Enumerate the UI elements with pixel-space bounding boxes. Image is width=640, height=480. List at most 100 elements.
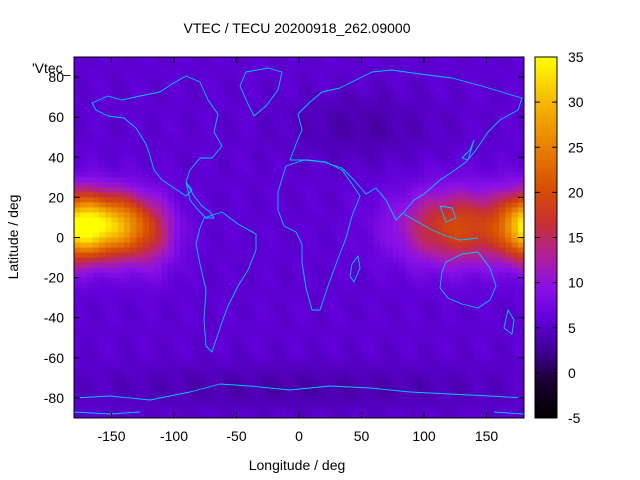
heatmap-cell (399, 77, 406, 83)
heatmap-cell (199, 152, 206, 158)
heatmap-cell (430, 282, 438, 289)
heatmap-cell (274, 167, 281, 173)
heatmap-cell (99, 397, 106, 404)
heatmap-cell (211, 312, 219, 319)
heatmap-cell (380, 82, 388, 88)
heatmap-cell (299, 387, 306, 394)
heatmap-cell (411, 77, 419, 83)
heatmap-cell (461, 247, 469, 254)
heatmap-cell (142, 267, 150, 274)
heatmap-cell (174, 182, 181, 188)
heatmap-cell (292, 352, 300, 359)
heatmap-cell (305, 377, 313, 384)
heatmap-cell (492, 57, 500, 63)
heatmap-cell (230, 367, 238, 374)
heatmap-cell (80, 292, 88, 299)
heatmap-cell (167, 72, 175, 78)
heatmap-cell (74, 257, 81, 264)
heatmap-cell (249, 152, 256, 158)
heatmap-cell (186, 307, 194, 314)
heatmap-cell (392, 287, 400, 294)
heatmap-cell (292, 172, 300, 178)
heatmap-cell (386, 267, 394, 274)
heatmap-cell (442, 247, 450, 254)
heatmap-cell (192, 212, 200, 219)
heatmap-cell (92, 232, 100, 239)
heatmap-cell (436, 277, 444, 284)
heatmap-cell (486, 247, 494, 254)
heatmap-cell (380, 172, 388, 178)
heatmap-cell (224, 237, 231, 244)
heatmap-cell (192, 152, 200, 158)
heatmap-cell (317, 182, 325, 188)
heatmap-cell (230, 277, 238, 284)
heatmap-cell (192, 352, 200, 359)
heatmap-cell (286, 247, 294, 254)
heatmap-cell (411, 352, 419, 359)
heatmap-cell (442, 87, 450, 93)
heatmap-cell (392, 67, 400, 73)
heatmap-cell (92, 352, 100, 359)
heatmap-cell (499, 157, 506, 163)
heatmap-cell (167, 142, 175, 148)
heatmap-cell (342, 217, 350, 224)
heatmap-cell (399, 387, 406, 394)
heatmap-cell (442, 187, 450, 193)
heatmap-cell (380, 357, 388, 364)
heatmap-cell (380, 167, 388, 173)
heatmap-cell (349, 372, 356, 379)
heatmap-cell (349, 332, 356, 339)
heatmap-cell (336, 357, 344, 364)
heatmap-cell (280, 312, 288, 319)
heatmap-cell (105, 202, 113, 209)
heatmap-cell (130, 112, 138, 118)
heatmap-cell (467, 187, 475, 193)
heatmap-cell (424, 177, 431, 183)
heatmap-cell (167, 57, 175, 63)
heatmap-cell (461, 252, 469, 259)
heatmap-cell (111, 62, 119, 68)
heatmap-cell (299, 292, 306, 299)
heatmap-cell (99, 342, 106, 349)
heatmap-cell (242, 182, 250, 188)
heatmap-cell (449, 107, 456, 113)
heatmap-cell (286, 262, 294, 269)
heatmap-cell (136, 252, 144, 259)
heatmap-cell (74, 237, 81, 244)
heatmap-cell (199, 317, 206, 324)
heatmap-cell (180, 247, 188, 254)
heatmap-cell (174, 157, 181, 163)
heatmap-cell (180, 282, 188, 289)
heatmap-cell (186, 172, 194, 178)
heatmap-cell (374, 257, 381, 264)
heatmap-cell (249, 327, 256, 334)
heatmap-cell (492, 392, 500, 399)
heatmap-cell (380, 77, 388, 83)
heatmap-cell (242, 292, 250, 299)
heatmap-cell (455, 142, 463, 148)
heatmap-cell (342, 122, 350, 128)
heatmap-cell (249, 62, 256, 68)
heatmap-cell (305, 147, 313, 153)
heatmap-cell (192, 272, 200, 279)
heatmap-cell (267, 377, 275, 384)
heatmap-cell (342, 207, 350, 214)
heatmap-cell (186, 367, 194, 374)
heatmap-cell (336, 317, 344, 324)
heatmap-cell (461, 192, 469, 198)
heatmap-cell (92, 397, 100, 404)
heatmap-cell (117, 282, 125, 289)
heatmap-cell (224, 282, 231, 289)
heatmap-cell (130, 147, 138, 153)
heatmap-cell (417, 127, 425, 133)
heatmap-cell (286, 167, 294, 173)
heatmap-cell (424, 57, 431, 63)
heatmap-cell (80, 312, 88, 319)
heatmap-cell (374, 282, 381, 289)
heatmap-cell (430, 317, 438, 324)
heatmap-cell (361, 392, 369, 399)
heatmap-cell (505, 62, 513, 68)
heatmap-cell (205, 292, 213, 299)
heatmap-cell (161, 212, 169, 219)
heatmap-cell (142, 252, 150, 259)
